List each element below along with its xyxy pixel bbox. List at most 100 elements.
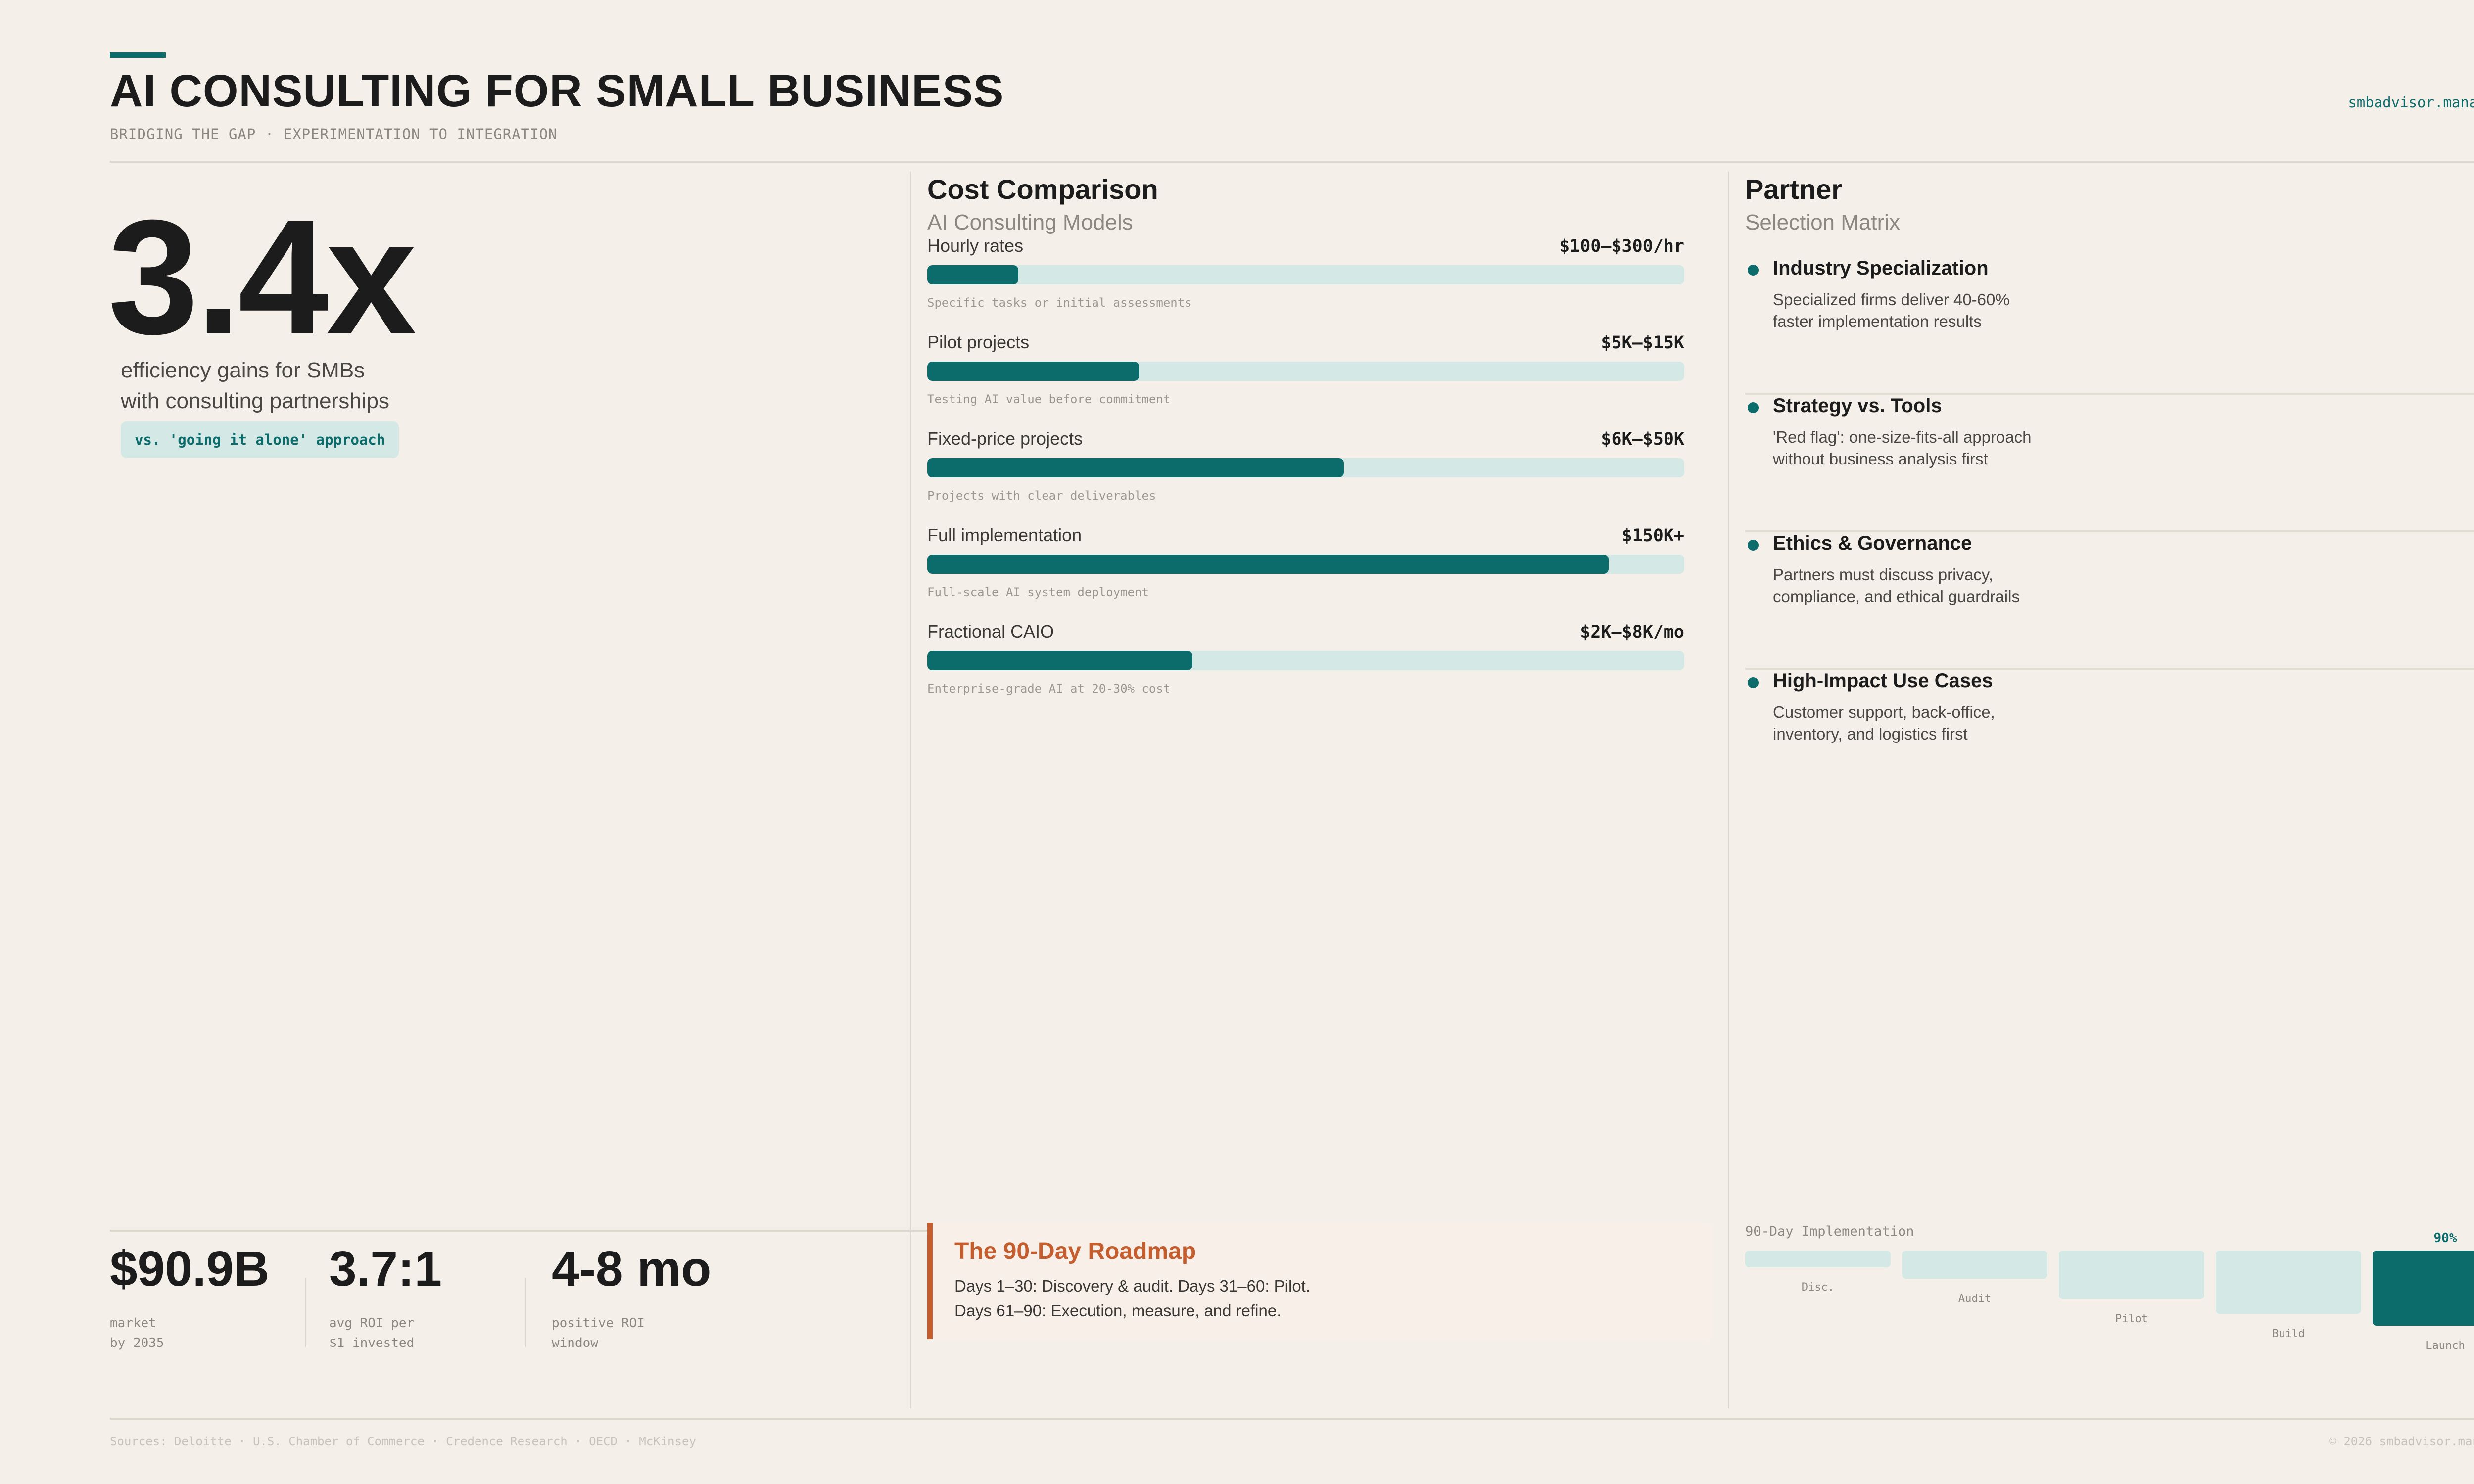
stat-value: 4-8 mo	[552, 1241, 712, 1297]
impl-category-label: Launch	[2426, 1340, 2465, 1352]
partner-item: High-Impact Use Cases Customer support, …	[1745, 670, 2474, 807]
bullet-dot-icon	[1748, 402, 1759, 413]
impl-column: 90% Launch	[2373, 1231, 2474, 1352]
cost-description: Specific tasks or initial assessments	[927, 296, 1192, 310]
implementation-chart: Disc. Audit Pilot Build 90% Launch	[1745, 1231, 2474, 1359]
cost-bar-fill	[927, 651, 1192, 670]
cost-value: $150K+	[1621, 526, 1684, 546]
cost-description: Testing AI value before commitment	[927, 392, 1171, 406]
stat-roi-window: 4-8 mo positive ROI window	[552, 1244, 711, 1353]
hero-desc-line: efficiency gains for SMBs	[121, 358, 365, 382]
roadmap-line: Days 61–90: Execution, measure, and refi…	[954, 1301, 1282, 1320]
stats-divider	[110, 1230, 927, 1232]
cost-bar-fill	[927, 362, 1140, 381]
bullet-dot-icon	[1748, 540, 1759, 551]
impl-highlight-value: 90%	[2433, 1231, 2457, 1246]
column-divider-2	[1728, 172, 1729, 1408]
partner-section-subtitle: Selection Matrix	[1745, 210, 1901, 234]
brand-link[interactable]: smbadvisor.management	[2348, 94, 2474, 111]
page-title: AI CONSULTING FOR SMALL BUSINESS	[110, 66, 1004, 116]
cost-value: $100–$300/hr	[1559, 236, 1684, 256]
partner-criteria-list: Industry Specialization Specialized firm…	[1745, 257, 2474, 807]
impl-column: Pilot	[2059, 1251, 2204, 1325]
footer-sources: Sources: Deloitte · U.S. Chamber of Comm…	[110, 1435, 696, 1448]
cost-bar-track	[927, 555, 1684, 574]
header-divider	[110, 161, 2474, 163]
page-subtitle: BRIDGING THE GAP · EXPERIMENTATION TO IN…	[110, 126, 558, 142]
impl-column: Disc.	[1745, 1251, 1891, 1294]
stat-value: $90.9B	[110, 1241, 270, 1297]
implementation-chart-label: 90-Day Implementation	[1745, 1224, 1914, 1239]
cost-label: Fractional CAIO	[927, 621, 1054, 642]
cost-description: Projects with clear deliverables	[927, 489, 1156, 503]
cost-label: Pilot projects	[927, 332, 1030, 352]
cost-value: $6K–$50K	[1601, 429, 1684, 449]
partner-item-title: Strategy vs. Tools	[1773, 395, 1942, 417]
cost-row-hourly: Hourly rates $100–$300/hr Specific tasks…	[927, 235, 1684, 332]
cost-description: Full-scale AI system deployment	[927, 585, 1149, 599]
cost-description: Enterprise-grade AI at 20-30% cost	[927, 682, 1171, 696]
impl-category-label: Disc.	[1801, 1281, 1835, 1294]
footer-divider	[110, 1418, 2474, 1420]
partner-item-title: Ethics & Governance	[1773, 532, 1972, 554]
partner-item-title: Industry Specialization	[1773, 257, 1989, 279]
impl-bar	[2216, 1251, 2361, 1314]
bullet-dot-icon	[1748, 677, 1759, 688]
cost-bar-track	[927, 265, 1684, 284]
partner-item-desc: Partners must discuss privacy, compliance…	[1773, 565, 2020, 605]
cost-bar-track	[927, 651, 1684, 670]
comparison-badge: vs. 'going it alone' approach	[121, 421, 399, 458]
cost-label: Fixed-price projects	[927, 428, 1083, 449]
hero-stat-description: efficiency gains for SMBs with consultin…	[121, 355, 389, 417]
cost-section-subtitle: AI Consulting Models	[927, 210, 1133, 234]
impl-bar	[1745, 1251, 1891, 1267]
impl-column: Build	[2216, 1251, 2361, 1340]
column-divider-1	[910, 172, 911, 1408]
cost-value: $5K–$15K	[1601, 333, 1684, 353]
cost-bar-fill	[927, 265, 1018, 284]
stat-roi: 3.7:1 avg ROI per $1 invested	[329, 1244, 442, 1353]
partner-item-desc: Customer support, back-office, inventory,…	[1773, 703, 1995, 743]
impl-category-label: Audit	[1958, 1293, 1992, 1305]
impl-column: Audit	[1902, 1251, 2047, 1305]
cost-bar-fill	[927, 555, 1609, 574]
cost-bar-track	[927, 362, 1684, 381]
roadmap-title: The 90-Day Roadmap	[954, 1238, 1196, 1264]
cost-row-fractional-caio: Fractional CAIO $2K–$8K/mo Enterprise-gr…	[927, 621, 1684, 718]
bullet-dot-icon	[1748, 265, 1759, 276]
footer-copyright: © 2026 smbadvisor.management	[2329, 1435, 2474, 1448]
impl-bar-active	[2373, 1251, 2474, 1326]
stat-label: positive ROI window	[552, 1316, 645, 1350]
partner-item-desc: 'Red flag': one-size-fits-all approach wi…	[1773, 428, 2032, 468]
hero-desc-line: with consulting partnerships	[121, 389, 389, 413]
cost-row-pilot: Pilot projects $5K–$15K Testing AI value…	[927, 332, 1684, 428]
cost-list: Hourly rates $100–$300/hr Specific tasks…	[927, 235, 1684, 718]
stat-separator	[525, 1278, 526, 1347]
partner-item-title: High-Impact Use Cases	[1773, 670, 1993, 692]
hero-stat-value: 3.4x	[108, 186, 417, 368]
partner-item: Strategy vs. Tools 'Red flag': one-size-…	[1745, 395, 2474, 532]
cost-row-fixed-price: Fixed-price projects $6K–$50K Projects w…	[927, 428, 1684, 525]
cost-bar-track	[927, 458, 1684, 477]
cost-section-title: Cost Comparison	[927, 174, 1158, 205]
impl-category-label: Pilot	[2115, 1313, 2148, 1325]
cost-bar-fill	[927, 458, 1344, 477]
partner-item: Industry Specialization Specialized firm…	[1745, 257, 2474, 395]
stat-separator	[305, 1278, 306, 1347]
cost-label: Full implementation	[927, 525, 1082, 545]
accent-bar	[110, 52, 166, 58]
roadmap-callout: The 90-Day Roadmap Days 1–30: Discovery …	[927, 1223, 1712, 1339]
impl-bar	[2059, 1251, 2204, 1299]
impl-bar	[1902, 1251, 2047, 1279]
stat-label: avg ROI per $1 invested	[329, 1316, 415, 1350]
stat-value: 3.7:1	[329, 1241, 442, 1297]
partner-section-title: Partner	[1745, 174, 1843, 205]
partner-item-desc: Specialized firms deliver 40-60% faster i…	[1773, 290, 2010, 330]
cost-value: $2K–$8K/mo	[1580, 622, 1684, 642]
roadmap-line: Days 1–30: Discovery & audit. Days 31–60…	[954, 1277, 1311, 1295]
impl-category-label: Build	[2272, 1328, 2305, 1340]
cost-label: Hourly rates	[927, 235, 1024, 256]
stat-label: market by 2035	[110, 1316, 164, 1350]
partner-item: Ethics & Governance Partners must discus…	[1745, 532, 2474, 670]
cost-row-full-implementation: Full implementation $150K+ Full-scale AI…	[927, 525, 1684, 621]
